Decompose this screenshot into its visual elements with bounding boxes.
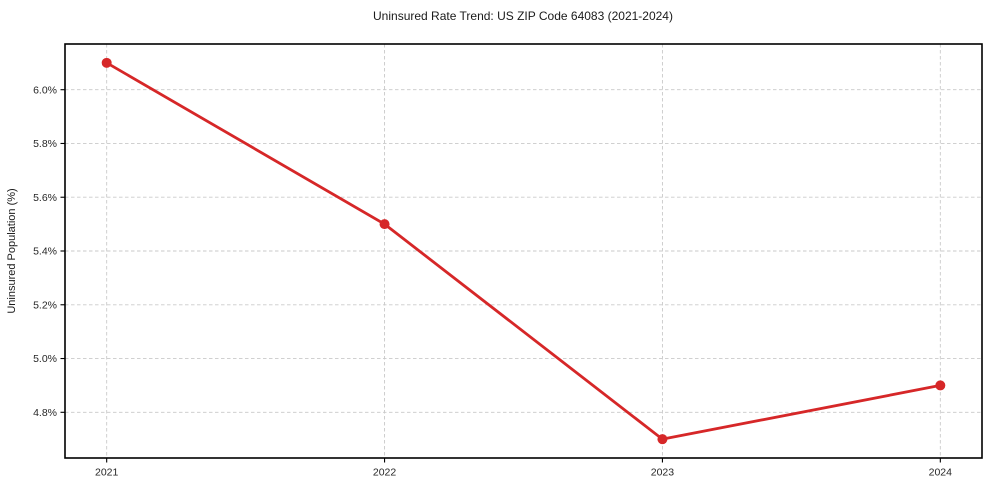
y-tick-label: 4.8%	[33, 407, 57, 419]
data-point-marker	[101, 57, 112, 68]
x-tick-label: 2021	[95, 467, 119, 479]
chart-title: Uninsured Rate Trend: US ZIP Code 64083 …	[373, 9, 673, 23]
y-tick-label: 5.2%	[33, 299, 57, 311]
trend-line	[105, 61, 942, 441]
y-tick-label: 5.6%	[33, 192, 57, 204]
y-tick-label: 5.0%	[33, 353, 57, 365]
x-tick-label: 2023	[651, 467, 675, 479]
y-tick-label: 6.0%	[33, 84, 57, 96]
y-tick-label: 5.8%	[33, 138, 57, 150]
data-point-marker	[657, 434, 668, 445]
x-tick-label: 2024	[929, 467, 953, 479]
y-tick-label: 5.4%	[33, 246, 57, 258]
plot-area: 4.8% 5.0% 5.2% 5.4% 5.6% 5.8% 6.0% 2021 2022 2023…	[33, 43, 983, 479]
x-tick-label: 2022	[373, 467, 397, 479]
data-point-marker	[935, 380, 946, 391]
y-axis-label: Uninsured Population (%)	[6, 188, 18, 313]
data-point-marker	[379, 219, 390, 230]
